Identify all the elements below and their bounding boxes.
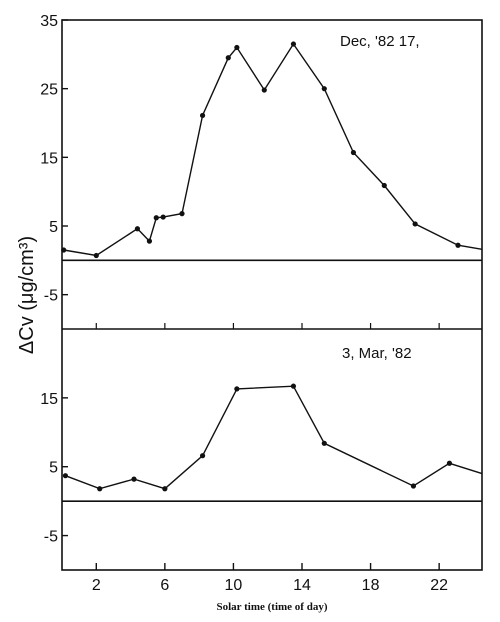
panel-1: 35 25 15 5 -5 Dec, '82 17, bbox=[40, 13, 483, 305]
y-axis-label: ΔCv (μg/cm³) bbox=[16, 236, 38, 354]
data-point bbox=[234, 386, 240, 392]
data-point bbox=[61, 247, 67, 253]
data-point bbox=[455, 242, 461, 248]
data-point bbox=[321, 440, 327, 446]
y-tick-label: 5 bbox=[49, 460, 58, 477]
x-tick-label: 2 bbox=[92, 577, 101, 594]
panel-annotation: Dec, '82 17, bbox=[340, 33, 420, 50]
data-point bbox=[290, 383, 297, 389]
data-point bbox=[97, 486, 103, 492]
y-tick-label: 15 bbox=[40, 150, 58, 167]
y-tick-label: 35 bbox=[40, 13, 58, 30]
data-point bbox=[62, 473, 69, 479]
data-point bbox=[162, 486, 168, 492]
panel-annotation: 3, Mar, '82 bbox=[342, 345, 412, 362]
panel-2: 15 5 -5 3, Mar, '82 bbox=[40, 345, 483, 546]
data-point bbox=[410, 483, 417, 489]
data-point bbox=[131, 476, 137, 482]
data-point bbox=[412, 221, 418, 227]
x-axis-label: Solar time (time of day) bbox=[217, 601, 328, 613]
data-point bbox=[234, 44, 240, 51]
data-point bbox=[93, 252, 99, 259]
y-tick-label: 5 bbox=[49, 219, 58, 236]
data-point bbox=[446, 460, 453, 466]
data-point bbox=[290, 41, 297, 47]
series-line bbox=[65, 385, 483, 490]
data-point bbox=[134, 226, 141, 232]
y-tick-label: -5 bbox=[44, 288, 58, 305]
data-point bbox=[381, 182, 387, 189]
y-tick-label: 15 bbox=[40, 391, 58, 408]
y-tick-label: -5 bbox=[44, 529, 58, 546]
data-point bbox=[179, 211, 185, 217]
data-point bbox=[199, 112, 206, 119]
data-point bbox=[261, 87, 267, 93]
x-tick-label: 22 bbox=[430, 577, 448, 594]
data-point bbox=[146, 238, 153, 244]
x-tick-label: 18 bbox=[362, 577, 380, 594]
x-tick-label: 14 bbox=[293, 577, 311, 594]
x-tick-label: 6 bbox=[160, 577, 169, 594]
data-point bbox=[321, 86, 327, 92]
data-point bbox=[199, 453, 206, 459]
data-point bbox=[160, 214, 166, 220]
data-point bbox=[350, 149, 357, 156]
y-tick-label: 25 bbox=[40, 82, 58, 99]
series-line bbox=[63, 42, 483, 257]
data-point bbox=[225, 55, 231, 61]
data-point bbox=[153, 215, 159, 221]
plot-frame bbox=[61, 19, 483, 571]
x-tick-label: 10 bbox=[225, 577, 243, 594]
